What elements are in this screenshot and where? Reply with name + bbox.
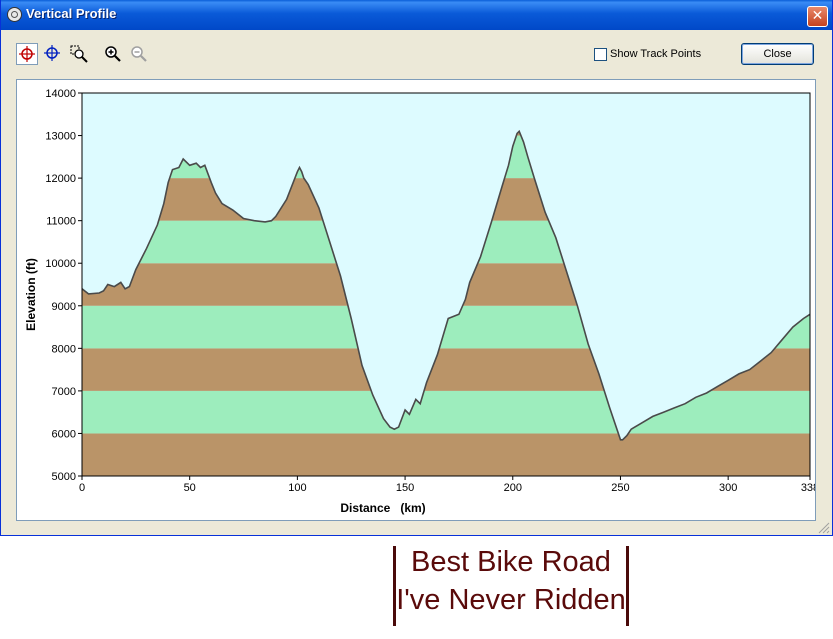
x-tick-label: 0 bbox=[79, 482, 85, 494]
x-axis-label: Distance (km) bbox=[340, 501, 425, 515]
y-tick-label: 7000 bbox=[52, 386, 76, 398]
window-close-button[interactable]: ✕ bbox=[807, 6, 828, 27]
plot-frame bbox=[81, 92, 811, 477]
x-tick-label: 250 bbox=[611, 482, 629, 494]
crosshair-blue-icon bbox=[44, 45, 60, 61]
y-tick-label: 9000 bbox=[52, 301, 76, 313]
profile-plot-panel: 0 50 100 150 200 250 300 338 5000 6000 7000 8000 900… bbox=[16, 79, 819, 521]
y-tick-label: 12000 bbox=[45, 173, 76, 185]
y-tick-label: 8000 bbox=[52, 343, 76, 355]
close-button[interactable]: Close bbox=[741, 43, 814, 65]
caption-line-2: I've Never Ridden bbox=[396, 584, 626, 616]
zoom-box-icon bbox=[70, 45, 88, 63]
caption-box: Best Bike Road I've Never Ridden bbox=[393, 546, 629, 626]
elevation-band bbox=[82, 433, 810, 476]
elevation-chart[interactable]: 0 50 100 150 200 250 300 338 5000 6000 7000 8000 900… bbox=[17, 80, 819, 520]
elevation-band bbox=[82, 390, 810, 434]
show-track-points-checkbox[interactable] bbox=[594, 48, 607, 61]
y-tick-label: 5000 bbox=[52, 471, 76, 483]
vertical-profile-window: Vertical Profile ✕ bbox=[0, 0, 833, 536]
zoom-in-icon bbox=[105, 46, 121, 62]
crosshair-red-icon bbox=[19, 46, 35, 62]
caption-line-1: Best Bike Road bbox=[411, 546, 611, 578]
x-tick-label: 200 bbox=[504, 482, 522, 494]
y-tick-label: 13000 bbox=[45, 131, 76, 143]
zoom-out-tool[interactable] bbox=[128, 43, 150, 65]
app-icon bbox=[7, 7, 22, 22]
crosshair-blue-tool[interactable] bbox=[42, 43, 64, 65]
show-track-points-label[interactable]: Show Track Points bbox=[610, 48, 702, 60]
elevation-profile-line bbox=[81, 129, 811, 441]
x-tick-label: 50 bbox=[184, 482, 196, 494]
title-bar[interactable]: Vertical Profile ✕ bbox=[1, 0, 832, 30]
x-tick-label: 100 bbox=[288, 482, 306, 494]
y-tick-label: 6000 bbox=[52, 428, 76, 440]
y-tick-label: 14000 bbox=[45, 88, 76, 100]
x-tick-label: 300 bbox=[719, 482, 737, 494]
zoom-box-tool[interactable] bbox=[68, 43, 90, 65]
zoom-in-tool[interactable] bbox=[102, 43, 124, 65]
y-tick-label: 10000 bbox=[45, 258, 76, 270]
toolbar: Show Track Points Close bbox=[1, 30, 832, 76]
zoom-out-icon bbox=[131, 46, 147, 62]
x-tick-label: 338 bbox=[801, 482, 815, 494]
crosshair-red-tool[interactable] bbox=[16, 43, 38, 65]
window-title: Vertical Profile bbox=[26, 6, 117, 21]
resize-grip-icon[interactable] bbox=[816, 520, 830, 534]
x-tick-label: 150 bbox=[396, 482, 414, 494]
y-tick-label: 11000 bbox=[46, 216, 76, 228]
y-axis-label: Elevation (ft) bbox=[24, 258, 38, 331]
